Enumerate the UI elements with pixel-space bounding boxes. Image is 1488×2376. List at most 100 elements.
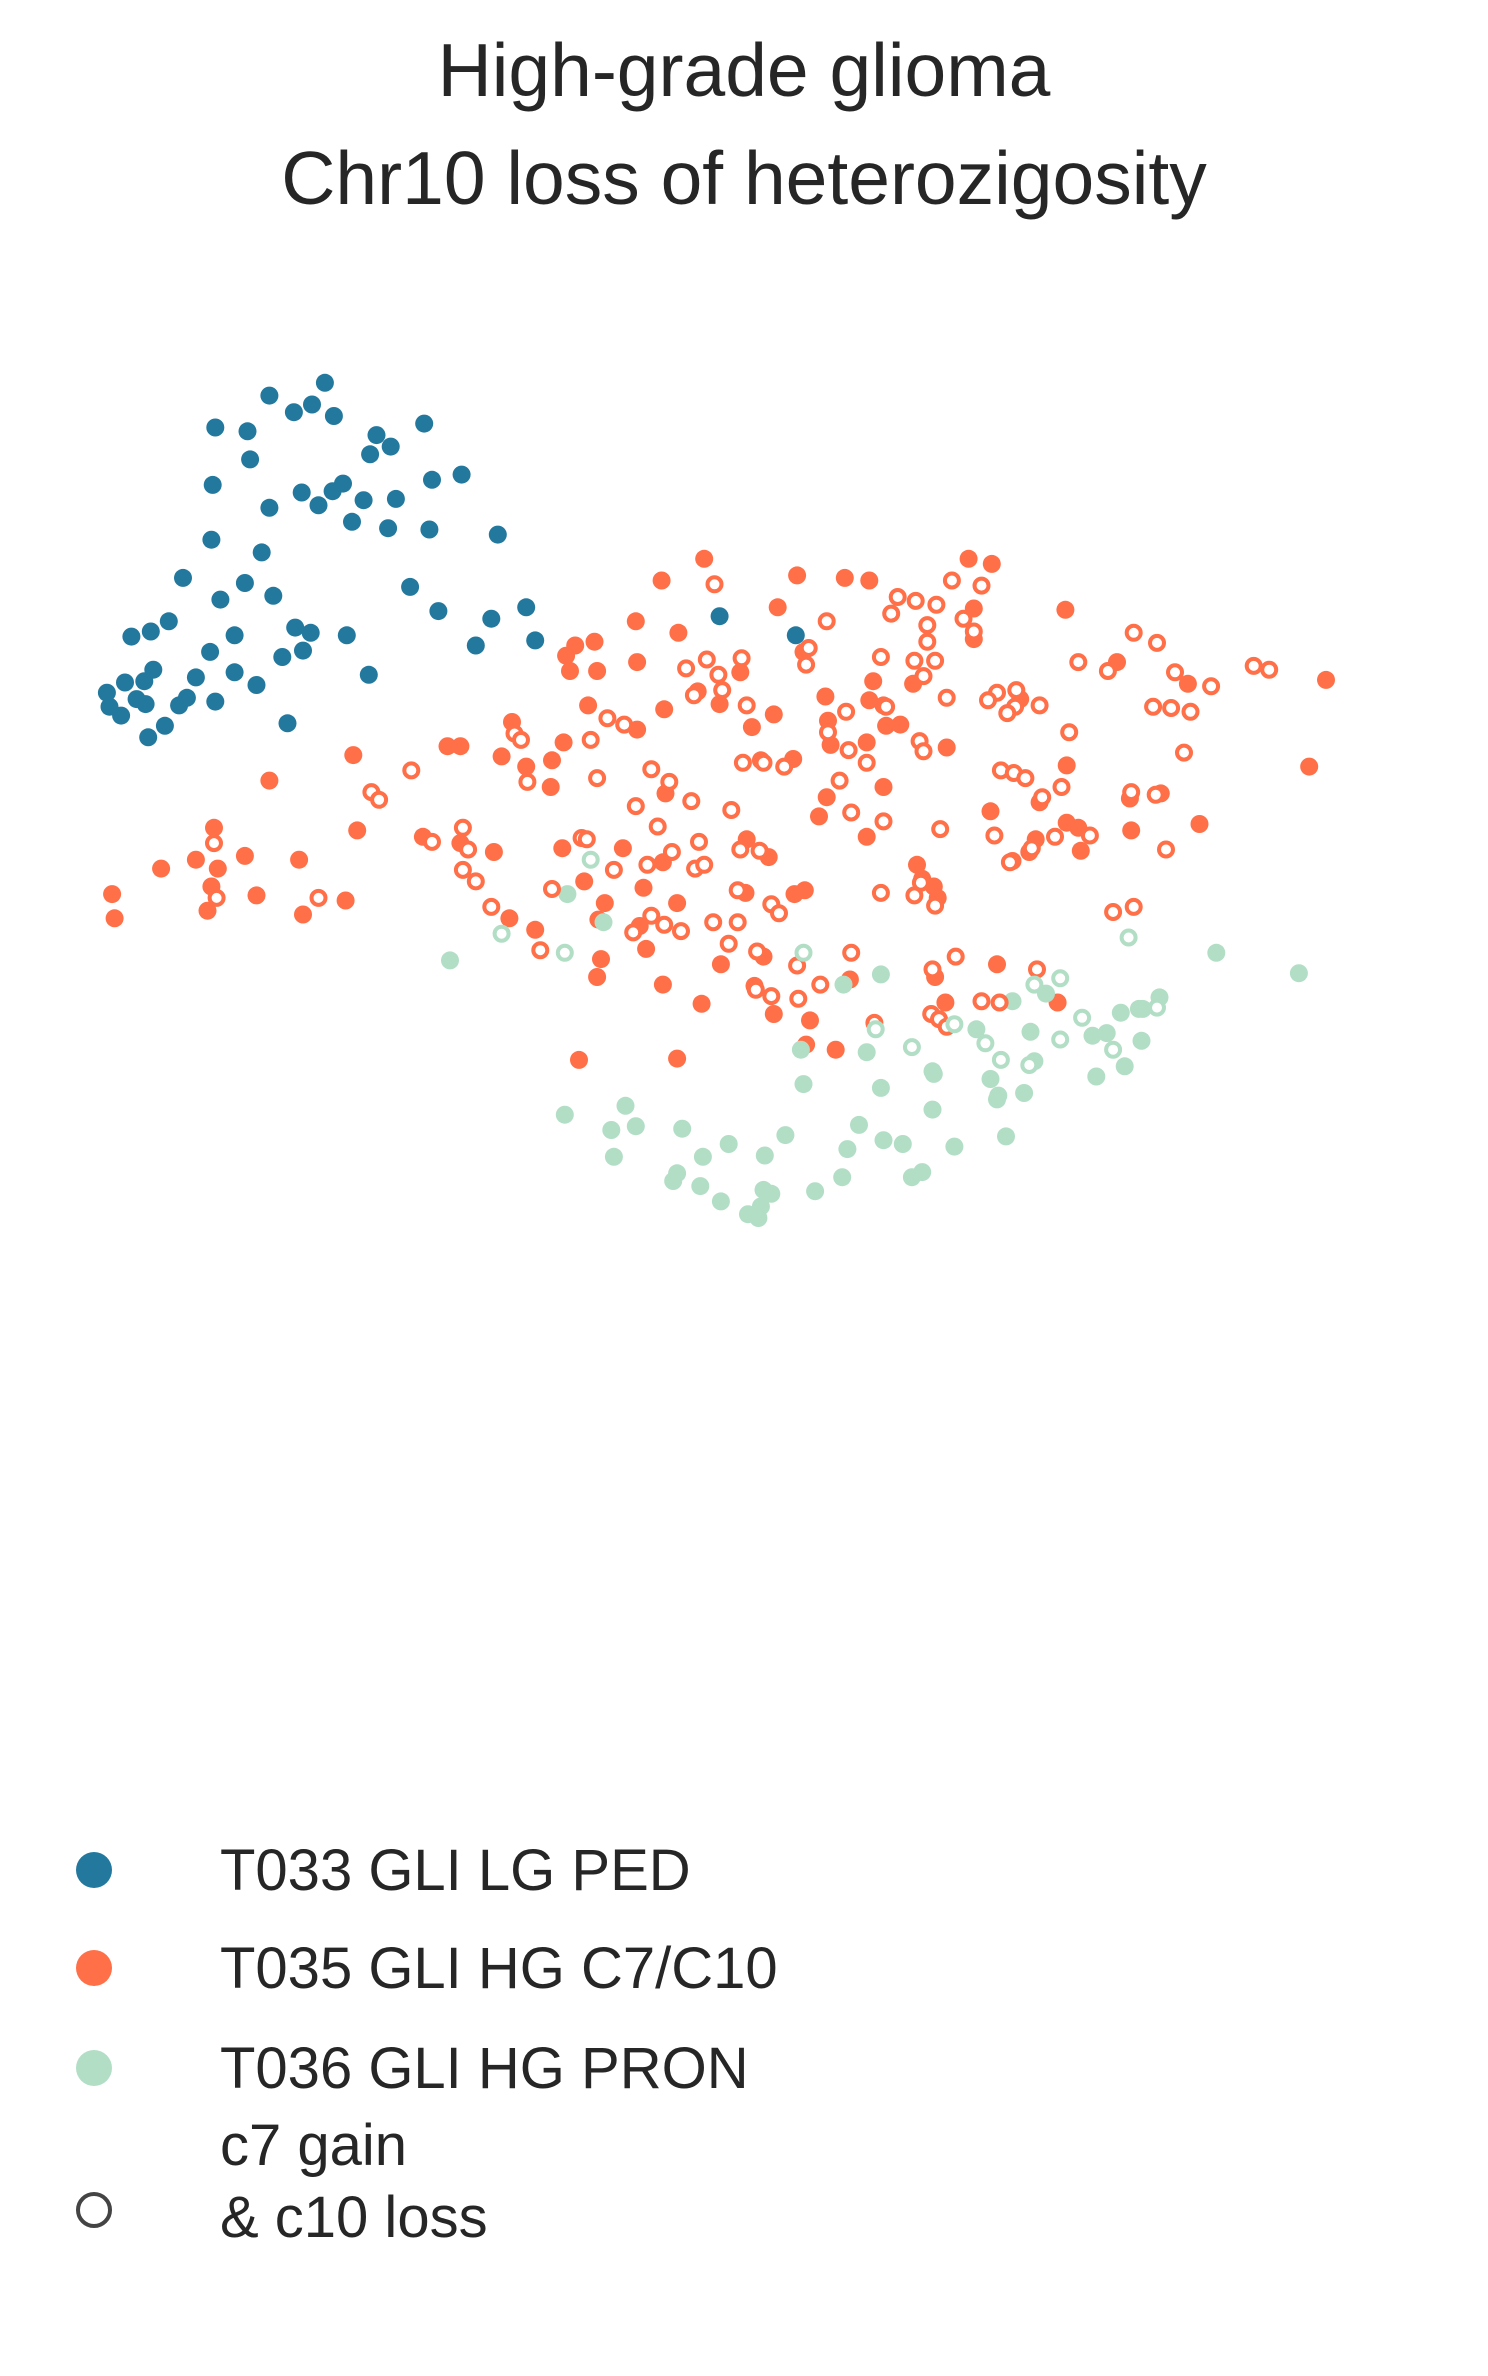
data-point bbox=[888, 588, 907, 606]
data-point bbox=[692, 994, 711, 1013]
data-point bbox=[1021, 1022, 1040, 1041]
data-point bbox=[205, 834, 223, 853]
data-point bbox=[668, 894, 687, 913]
data-point bbox=[755, 1146, 774, 1165]
data-point bbox=[203, 475, 222, 494]
data-point bbox=[602, 1121, 621, 1139]
data-point bbox=[860, 571, 879, 590]
data-point bbox=[492, 924, 511, 943]
data-point bbox=[981, 802, 1000, 821]
data-point bbox=[835, 568, 854, 587]
data-point bbox=[991, 1050, 1010, 1069]
data-point bbox=[500, 909, 519, 928]
data-point bbox=[260, 771, 279, 790]
data-point bbox=[860, 691, 879, 710]
data-point bbox=[303, 395, 321, 414]
data-point bbox=[864, 672, 883, 691]
data-point bbox=[159, 612, 178, 631]
data-point bbox=[997, 1127, 1015, 1146]
series-3 bbox=[205, 571, 1279, 1036]
legend-marker bbox=[76, 1852, 112, 1888]
data-point bbox=[914, 667, 933, 686]
data-point bbox=[786, 626, 805, 645]
data-point bbox=[918, 616, 937, 635]
data-point bbox=[748, 942, 767, 961]
data-point bbox=[247, 676, 266, 694]
data-point bbox=[882, 604, 901, 623]
data-point bbox=[561, 662, 579, 680]
data-point bbox=[1122, 821, 1141, 840]
data-point bbox=[1144, 697, 1163, 716]
data-point bbox=[613, 839, 632, 858]
data-point bbox=[553, 839, 572, 858]
data-point bbox=[367, 426, 386, 445]
data-point bbox=[626, 797, 645, 816]
data-point bbox=[201, 642, 220, 661]
data-point bbox=[309, 496, 328, 515]
data-point bbox=[337, 626, 356, 645]
data-point bbox=[361, 445, 380, 464]
data-point bbox=[1056, 600, 1075, 619]
data-point bbox=[648, 817, 667, 836]
data-point bbox=[207, 888, 226, 907]
data-point bbox=[155, 716, 174, 735]
data-point bbox=[850, 1115, 868, 1134]
data-point bbox=[945, 1137, 964, 1156]
data-point bbox=[954, 609, 973, 628]
data-point bbox=[135, 672, 154, 691]
data-point bbox=[1317, 670, 1335, 689]
data-point bbox=[202, 530, 221, 549]
data-point bbox=[1052, 778, 1071, 796]
data-point bbox=[733, 753, 752, 772]
data-point bbox=[799, 639, 818, 657]
data-point bbox=[1124, 897, 1143, 916]
data-point bbox=[1146, 785, 1165, 804]
data-point bbox=[710, 695, 729, 714]
data-point bbox=[1057, 813, 1076, 832]
data-point bbox=[642, 906, 661, 925]
data-point bbox=[711, 1192, 730, 1211]
data-point bbox=[1111, 1003, 1130, 1022]
data-point bbox=[558, 885, 577, 904]
data-point bbox=[1016, 769, 1035, 788]
data-point bbox=[1124, 623, 1143, 642]
data-point bbox=[1020, 1056, 1039, 1074]
data-point bbox=[1157, 840, 1175, 859]
data-point bbox=[857, 1043, 876, 1062]
data-point bbox=[616, 1096, 635, 1115]
data-point bbox=[877, 716, 896, 735]
data-point bbox=[750, 841, 769, 860]
data-point bbox=[1260, 660, 1279, 679]
data-point bbox=[972, 576, 991, 595]
data-point bbox=[139, 728, 158, 747]
data-point bbox=[660, 772, 679, 791]
data-point bbox=[588, 968, 607, 986]
data-point bbox=[1071, 841, 1090, 860]
data-point bbox=[570, 1050, 588, 1069]
data-point bbox=[273, 648, 292, 666]
data-point bbox=[905, 886, 924, 905]
data-point bbox=[235, 846, 254, 865]
data-point bbox=[1080, 826, 1099, 845]
data-point bbox=[526, 631, 545, 650]
data-point bbox=[294, 905, 312, 924]
data-point bbox=[260, 386, 279, 405]
data-point bbox=[482, 609, 501, 628]
data-point bbox=[235, 574, 254, 592]
data-point bbox=[208, 859, 227, 878]
data-point bbox=[1087, 1067, 1106, 1086]
legend-item: T033 GLI LG PED bbox=[76, 1838, 691, 1903]
data-point bbox=[1000, 853, 1019, 872]
data-point bbox=[1244, 656, 1263, 675]
data-point bbox=[136, 695, 155, 714]
data-point bbox=[816, 687, 835, 706]
data-point bbox=[1122, 783, 1141, 802]
data-point bbox=[1097, 1024, 1116, 1043]
data-point bbox=[588, 769, 607, 788]
data-point bbox=[981, 1070, 1000, 1088]
data-point bbox=[579, 696, 598, 715]
legend-label: c7 gain & c10 loss bbox=[220, 2113, 488, 2250]
data-point bbox=[662, 843, 681, 861]
data-point bbox=[103, 885, 122, 904]
data-point bbox=[732, 649, 751, 668]
